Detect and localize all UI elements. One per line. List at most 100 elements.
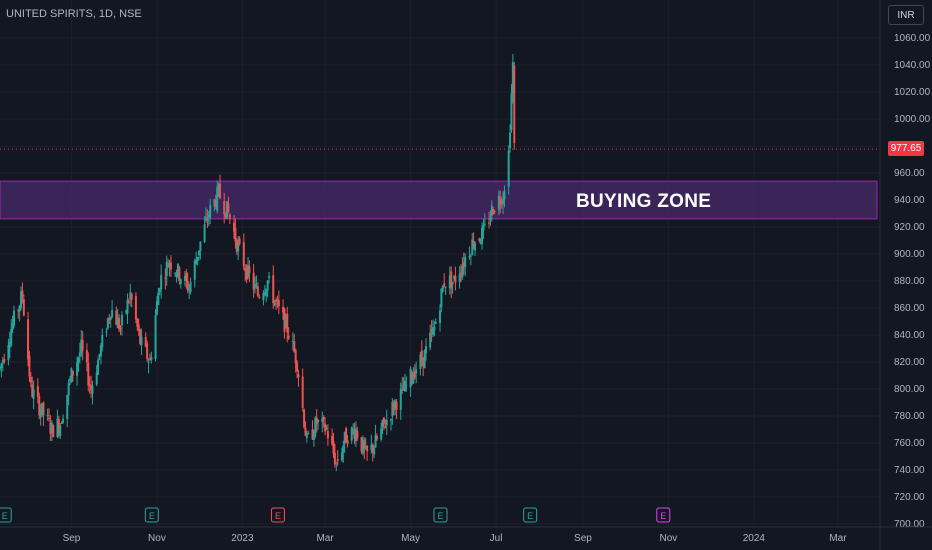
- candle-body: [483, 223, 486, 225]
- candle-body: [513, 65, 516, 143]
- candle-body: [169, 262, 172, 270]
- candle-body: [125, 310, 128, 313]
- currency-button[interactable]: INR: [888, 5, 924, 25]
- candle-body: [472, 241, 475, 247]
- candle-body: [80, 339, 83, 353]
- candle-body: [458, 274, 461, 282]
- earnings-marker-label: E: [527, 511, 533, 521]
- candle-body: [415, 369, 418, 374]
- candle-body: [322, 417, 325, 420]
- earnings-marker-label: E: [2, 511, 8, 521]
- candle-body: [248, 266, 251, 274]
- earnings-marker-icon: [433, 507, 448, 523]
- candle-body: [158, 288, 161, 292]
- y-tick-label: 1000.00: [894, 114, 931, 125]
- y-tick-label: 740.00: [894, 465, 925, 476]
- candle-body: [453, 276, 456, 279]
- candle-body: [511, 62, 514, 94]
- candle-body: [405, 384, 408, 386]
- candle-body: [258, 296, 261, 298]
- candle-body: [294, 349, 297, 364]
- earnings-marker-icon: [144, 507, 159, 523]
- candle-body: [401, 385, 404, 387]
- candle-body: [10, 329, 13, 345]
- candle-body: [29, 377, 32, 383]
- y-tick-label: 1060.00: [894, 33, 931, 44]
- candle-body: [366, 445, 369, 452]
- y-tick-label: 800.00: [894, 384, 925, 395]
- candle-body: [286, 313, 289, 333]
- candle-body: [434, 322, 437, 324]
- candle-body: [137, 324, 140, 331]
- candle-body: [331, 435, 334, 445]
- candle-body: [507, 150, 510, 187]
- candle-body: [326, 431, 329, 439]
- candle-body: [0, 363, 3, 369]
- candle-body: [335, 462, 338, 464]
- candle-body: [403, 380, 406, 392]
- y-tick-label: 1020.00: [894, 87, 931, 98]
- candle-body: [361, 440, 364, 454]
- candle-body: [206, 219, 209, 221]
- candle-body: [99, 345, 102, 357]
- candle-body: [451, 281, 454, 285]
- candle-body: [48, 417, 51, 419]
- candle-body: [245, 267, 248, 280]
- candle-body: [88, 384, 91, 386]
- candle-body: [3, 359, 6, 362]
- candle-body: [381, 420, 384, 428]
- y-tick-label: 1040.00: [894, 60, 931, 71]
- candle-body: [144, 337, 147, 347]
- candle-body: [304, 427, 307, 436]
- candle-body: [262, 293, 265, 301]
- y-tick-label: 960.00: [894, 168, 925, 179]
- candle-body: [478, 238, 481, 241]
- candle-body: [336, 459, 339, 462]
- candle-body: [71, 370, 74, 376]
- candle-body: [450, 271, 453, 289]
- candle-body: [226, 201, 229, 219]
- candle-body: [67, 382, 70, 396]
- candle-body: [324, 423, 327, 432]
- candle-body: [479, 241, 482, 244]
- candle-body: [360, 437, 363, 452]
- candle-body: [233, 222, 236, 232]
- candle-body: [70, 368, 73, 383]
- candle-body: [439, 310, 441, 323]
- candle-body: [11, 323, 14, 330]
- candle-body: [356, 430, 359, 439]
- candle-body: [311, 429, 314, 440]
- candle-body: [111, 309, 114, 318]
- candle-body: [499, 198, 502, 204]
- candle-body: [32, 389, 35, 399]
- candle-body: [433, 326, 436, 331]
- candle-body: [497, 195, 500, 210]
- candle-body: [263, 292, 266, 295]
- candle-body: [216, 187, 219, 211]
- y-tick-label: 700.00: [894, 519, 925, 530]
- candle-body: [333, 452, 336, 465]
- candle-body: [193, 260, 196, 280]
- candle-body: [160, 274, 163, 290]
- earnings-marker-label: E: [437, 511, 443, 521]
- candle-body: [56, 418, 59, 437]
- y-tick-label: 900.00: [894, 249, 925, 260]
- candle-body: [454, 276, 457, 283]
- candle-body: [196, 257, 199, 261]
- candle-body: [350, 427, 353, 441]
- earnings-marker-icon: [270, 507, 285, 523]
- candle-body: [118, 317, 121, 330]
- candle-body: [176, 263, 179, 275]
- candle-body: [510, 93, 513, 131]
- candle-body: [203, 224, 206, 243]
- candle-body: [374, 435, 377, 448]
- candle-body: [419, 354, 422, 370]
- candle-body: [28, 355, 31, 377]
- x-tick-label: Sep: [63, 533, 81, 544]
- candle-body: [108, 318, 111, 320]
- candle-body: [247, 265, 250, 278]
- candle-body: [275, 299, 278, 302]
- x-tick-label: Nov: [660, 533, 678, 544]
- candle-body: [354, 428, 357, 442]
